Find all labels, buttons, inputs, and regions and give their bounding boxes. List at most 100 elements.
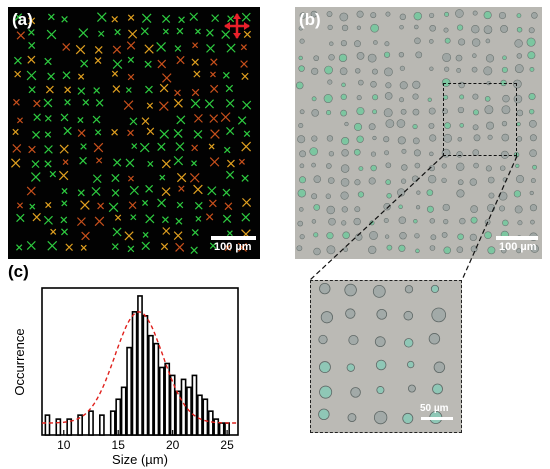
- fluorescence-dot: [194, 113, 203, 123]
- droplet: [311, 96, 317, 102]
- droplet: [502, 219, 509, 227]
- droplet: [529, 108, 535, 115]
- droplet: [311, 219, 317, 224]
- fluorescence-dot: [45, 201, 52, 209]
- droplet: [459, 217, 466, 225]
- fluorescence-dot: [75, 44, 86, 55]
- fluorescence-dot: [114, 214, 122, 221]
- fluorescence-dot: [127, 175, 134, 182]
- fluorescence-dot: [222, 214, 232, 223]
- y-axis-label: Occurrence: [12, 328, 27, 395]
- fluorescence-dot: [129, 117, 138, 126]
- fluorescence-dot: [61, 228, 68, 236]
- histogram-bar: [55, 418, 62, 436]
- fluorescence-dot: [64, 99, 71, 106]
- droplet: [398, 244, 406, 252]
- droplet: [414, 233, 420, 239]
- droplet: [323, 94, 333, 104]
- droplet: [342, 231, 350, 239]
- droplet: [299, 38, 305, 44]
- droplet: [385, 11, 391, 17]
- fluorescence-dot: [178, 16, 185, 24]
- fluorescence-dot: [161, 216, 169, 224]
- droplet: [529, 204, 538, 212]
- fluorescence-dot: [221, 30, 231, 39]
- scale-bar-b: [496, 236, 538, 240]
- droplet: [528, 93, 536, 101]
- fluorescence-dot: [176, 55, 185, 65]
- droplet: [413, 149, 421, 157]
- fluorescence-dot: [61, 16, 68, 23]
- fluorescence-dot: [13, 98, 20, 106]
- fluorescence-dot: [123, 100, 134, 110]
- droplet: [327, 79, 333, 85]
- fluorescence-dot: [113, 158, 122, 167]
- fluorescence-dot: [224, 244, 231, 252]
- droplet: [367, 53, 377, 63]
- droplet: [313, 55, 320, 62]
- fluorescence-dot: [16, 31, 26, 40]
- zoomed-droplet: [432, 383, 443, 395]
- fluorescence-dot: [205, 213, 214, 221]
- droplet: [397, 188, 406, 197]
- droplet: [429, 218, 435, 224]
- droplet: [341, 136, 350, 146]
- droplet: [415, 248, 420, 254]
- fluorescence-dot: [160, 242, 169, 251]
- droplet: [326, 163, 332, 169]
- droplet: [444, 37, 451, 44]
- droplet: [328, 217, 336, 226]
- droplet: [358, 79, 364, 86]
- fluorescence-dot: [14, 13, 23, 21]
- fluorescence-dot: [176, 115, 186, 125]
- droplet: [530, 178, 536, 184]
- fluorescence-dot: [128, 29, 138, 39]
- fluorescence-dot: [77, 189, 85, 197]
- fluorescence-dot: [222, 71, 230, 79]
- droplet: [500, 25, 508, 33]
- droplet: [469, 233, 477, 242]
- fluorescence-dot: [144, 60, 152, 68]
- fluorescence-dot: [220, 112, 231, 122]
- droplet: [327, 177, 335, 184]
- droplet: [441, 232, 448, 238]
- droplet: [501, 120, 508, 127]
- droplet: [414, 162, 421, 169]
- histogram-bar: [137, 295, 143, 436]
- histogram-bar: [99, 414, 105, 436]
- fluorescence-dot: [157, 142, 166, 151]
- fluorescence-dot: [193, 184, 203, 195]
- fluorescence-dot: [11, 158, 21, 168]
- droplet: [412, 137, 420, 145]
- droplet: [385, 119, 395, 128]
- droplet: [483, 66, 493, 76]
- droplet: [341, 206, 348, 213]
- droplet: [501, 133, 510, 142]
- droplet: [340, 164, 350, 173]
- fluorescence-dot: [226, 230, 233, 237]
- fluorescence-dot: [191, 88, 200, 97]
- droplet: [340, 109, 347, 117]
- fluorescence-dot: [225, 99, 235, 108]
- droplet: [470, 245, 478, 253]
- droplet: [313, 204, 321, 211]
- fluorescence-dot: [173, 98, 183, 108]
- droplet: [299, 207, 304, 212]
- droplet: [430, 234, 437, 241]
- droplet: [299, 163, 305, 169]
- fluorescence-dot: [240, 44, 247, 51]
- fluorescence-dot: [204, 99, 214, 109]
- droplet: [528, 27, 535, 34]
- fluorescence-dot: [156, 42, 167, 52]
- droplet: [313, 232, 319, 238]
- droplet: [368, 123, 376, 131]
- droplet: [399, 97, 405, 103]
- droplet: [327, 24, 333, 30]
- fluorescence-dot: [206, 28, 214, 37]
- zoomed-droplet: [319, 282, 331, 295]
- droplet: [487, 246, 496, 255]
- droplet: [384, 92, 393, 100]
- droplet: [516, 122, 521, 127]
- droplet: [456, 162, 465, 171]
- zoomed-droplet: [372, 284, 386, 298]
